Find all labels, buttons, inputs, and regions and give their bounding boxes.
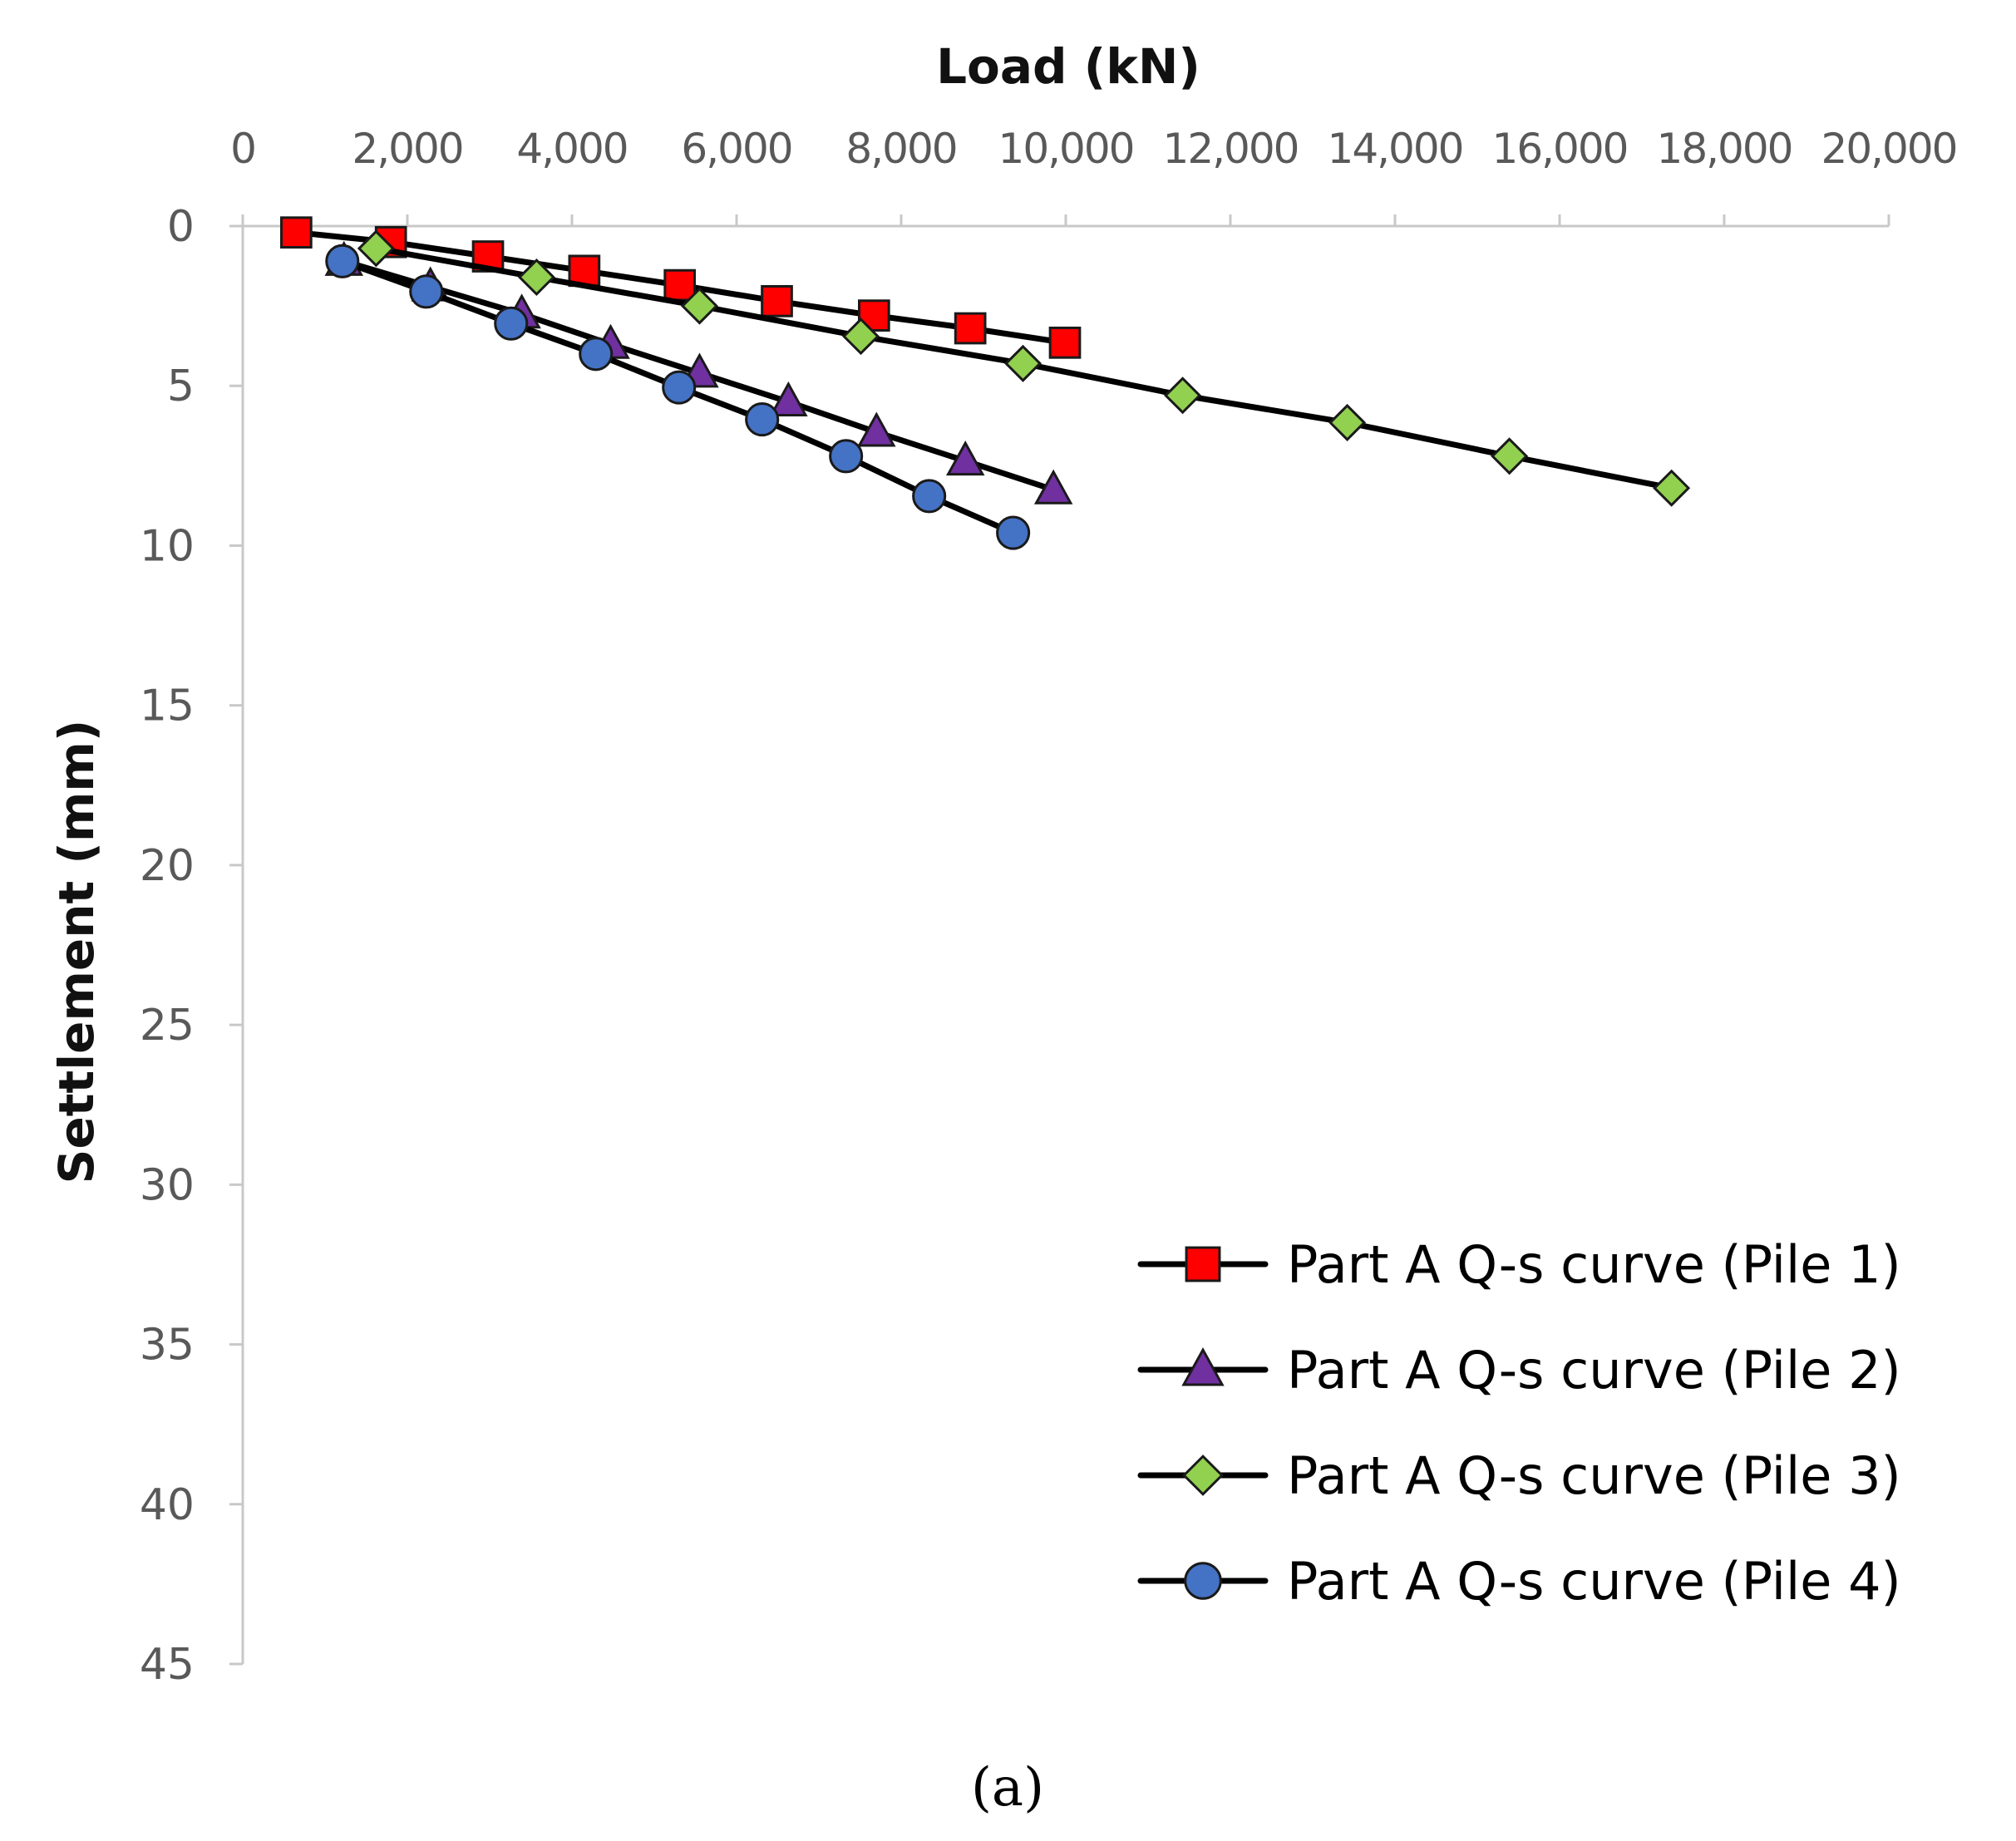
series-layer bbox=[280, 216, 1691, 550]
series-1-point bbox=[280, 216, 313, 249]
x-tick-label: 20,000 bbox=[1821, 125, 1957, 173]
series-4-point bbox=[996, 515, 1031, 550]
series-1-point bbox=[857, 299, 890, 332]
legend-marker bbox=[1181, 1346, 1225, 1386]
figure-caption: (a) bbox=[971, 1757, 1044, 1819]
axes: 0 2,000 4,000 6,000 8,000 10,000 12,000 14,000 1… bbox=[140, 125, 1959, 1690]
x-tick-label: 4,000 bbox=[516, 125, 627, 173]
y-tick-label: 25 bbox=[140, 1001, 195, 1051]
legend-item-3: Part A Q-s curve (Pile 3) bbox=[1137, 1445, 1901, 1506]
series-3-point bbox=[517, 258, 555, 297]
legend-label: Part A Q-s curve (Pile 1) bbox=[1287, 1234, 1901, 1295]
y-tick-label: 20 bbox=[140, 841, 195, 891]
x-axis-title: Load (kN) bbox=[936, 38, 1200, 95]
series-4-point bbox=[912, 479, 947, 514]
y-tick-label: 30 bbox=[140, 1160, 195, 1210]
y-tick-label: 45 bbox=[140, 1640, 195, 1690]
x-tick-label: 2,000 bbox=[352, 125, 462, 173]
y-tick-label: 40 bbox=[140, 1480, 195, 1530]
y-axis-title: Settlement (mm) bbox=[48, 720, 105, 1184]
y-tick-label: 0 bbox=[167, 202, 195, 252]
y-tick-label: 5 bbox=[167, 362, 195, 411]
legend-label: Part A Q-s curve (Pile 4) bbox=[1287, 1551, 1901, 1612]
legend-marker bbox=[1185, 1246, 1221, 1282]
legend-marker bbox=[1182, 1455, 1224, 1496]
legend: Part A Q-s curve (Pile 1) Part A Q-s curv… bbox=[1137, 1234, 1901, 1612]
x-tick-label: 6,000 bbox=[681, 125, 791, 173]
x-tick-label: 12,000 bbox=[1163, 125, 1299, 173]
x-tick-label: 14,000 bbox=[1328, 125, 1463, 173]
series-3-point bbox=[1328, 403, 1367, 441]
series-2-point bbox=[945, 441, 985, 476]
series-1-point bbox=[761, 284, 793, 317]
series-2-point bbox=[769, 381, 808, 417]
y-tick-label: 10 bbox=[140, 521, 195, 571]
series-3-point bbox=[357, 229, 395, 268]
legend-marker bbox=[1184, 1562, 1222, 1600]
series-2-point bbox=[857, 411, 896, 447]
x-tick-label: 8,000 bbox=[845, 125, 956, 173]
series-1-point bbox=[1048, 326, 1082, 359]
series-3 bbox=[357, 229, 1691, 507]
legend-label: Part A Q-s curve (Pile 2) bbox=[1287, 1340, 1901, 1400]
y-tick-label: 35 bbox=[140, 1321, 195, 1371]
legend-item-1: Part A Q-s curve (Pile 1) bbox=[1137, 1234, 1901, 1295]
series-3-point bbox=[1491, 437, 1529, 475]
series-3-point bbox=[841, 317, 880, 356]
series-4-point bbox=[579, 337, 614, 372]
series-4-point bbox=[662, 370, 697, 405]
series-3-point bbox=[1003, 344, 1043, 382]
series-4-point bbox=[409, 274, 444, 309]
x-tick-label: 16,000 bbox=[1492, 125, 1628, 173]
x-tick-label: 10,000 bbox=[998, 125, 1134, 173]
series-1-point bbox=[568, 254, 601, 288]
series-1-point bbox=[954, 312, 987, 345]
series-4 bbox=[325, 244, 1031, 550]
series-4-point bbox=[494, 306, 529, 341]
legend-item-2: Part A Q-s curve (Pile 2) bbox=[1137, 1340, 1901, 1400]
legend-label: Part A Q-s curve (Pile 3) bbox=[1287, 1445, 1901, 1506]
series-2-point bbox=[1033, 469, 1073, 505]
series-1 bbox=[280, 216, 1082, 359]
series-1-point bbox=[663, 268, 697, 302]
series-3-point bbox=[1653, 469, 1691, 507]
legend-item-4: Part A Q-s curve (Pile 4) bbox=[1137, 1551, 1901, 1612]
series-3-point bbox=[680, 287, 718, 325]
series-4-point bbox=[325, 244, 360, 278]
series-4-point bbox=[829, 439, 864, 474]
y-tick-label: 15 bbox=[140, 682, 195, 731]
series-4-point bbox=[745, 402, 780, 437]
x-tick-label: 18,000 bbox=[1657, 125, 1792, 173]
series-3-point bbox=[1164, 377, 1202, 415]
x-tick-label: 0 bbox=[230, 125, 255, 173]
